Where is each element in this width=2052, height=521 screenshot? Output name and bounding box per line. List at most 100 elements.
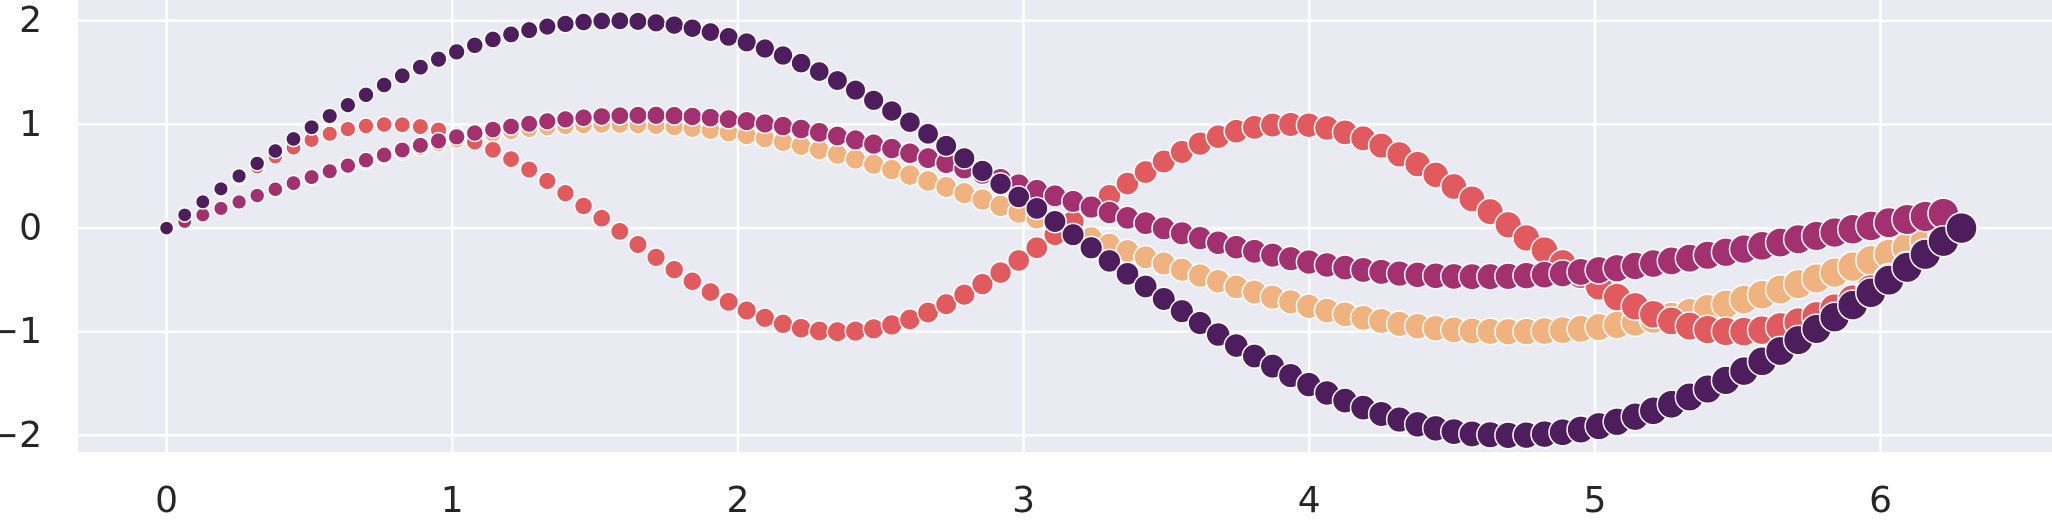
data-point [411, 117, 430, 136]
data-point [844, 320, 867, 343]
data-point [447, 42, 466, 62]
data-point [826, 143, 849, 166]
data-point [736, 31, 758, 53]
data-point [718, 108, 740, 130]
data-point [700, 21, 721, 43]
data-point [682, 271, 703, 292]
data-point [790, 52, 812, 74]
data-point [555, 14, 576, 34]
data-point [483, 30, 503, 49]
data-point [682, 17, 703, 39]
data-point [988, 172, 1013, 196]
data-point [1024, 235, 1049, 260]
y-axis-tick-labels: −2 −1 0 1 2 [0, 0, 42, 456]
data-point [285, 130, 302, 148]
data-point [465, 123, 484, 143]
data-point [501, 149, 521, 169]
data-point [772, 313, 794, 335]
data-point [339, 96, 357, 114]
y-tick-label: 0 [19, 208, 42, 249]
data-point [609, 221, 630, 242]
data-point [772, 115, 794, 137]
data-point [1006, 185, 1031, 209]
data-point [411, 136, 430, 155]
data-point [682, 106, 703, 127]
data-point [483, 140, 503, 160]
data-point [700, 281, 721, 303]
data-point [808, 121, 831, 144]
data-point [862, 317, 885, 340]
data-point [952, 283, 976, 307]
data-point [303, 118, 321, 136]
data-point [826, 69, 849, 92]
data-point [339, 120, 357, 138]
data-point [862, 133, 885, 156]
data-point [880, 99, 903, 123]
data-point [844, 148, 867, 171]
y-tick-label: 1 [19, 104, 42, 145]
data-point [1115, 171, 1140, 196]
data-point [664, 105, 685, 126]
y-tick-label: 2 [19, 0, 42, 41]
data-point [736, 300, 758, 322]
data-point [952, 146, 976, 170]
data-point [1187, 310, 1213, 336]
data-point [357, 151, 375, 169]
data-point [808, 320, 831, 342]
data-point [627, 105, 648, 126]
data-point [375, 115, 393, 134]
data-point [555, 183, 576, 203]
data-point [862, 89, 885, 112]
data-point [267, 142, 284, 160]
data-point [303, 168, 321, 186]
data-point [1151, 286, 1177, 312]
data-point [231, 193, 248, 211]
data-point [1043, 209, 1067, 234]
data-point [1079, 235, 1104, 260]
data-point [411, 58, 430, 77]
data-point [194, 193, 211, 210]
data-point [537, 171, 557, 191]
data-point [375, 76, 393, 94]
data-point [790, 317, 812, 339]
data-point [537, 111, 557, 131]
x-tick-label: 3 [1012, 480, 1035, 521]
data-point [664, 14, 685, 36]
y-tick-label: −1 [0, 311, 42, 352]
x-tick-label: 2 [726, 480, 749, 521]
data-point [609, 105, 630, 126]
data-point [429, 50, 448, 69]
data-point [591, 106, 612, 127]
x-tick-label: 4 [1298, 480, 1321, 521]
data-point [844, 128, 867, 151]
data-point [357, 86, 375, 104]
data-point [808, 60, 831, 83]
data-point [718, 26, 740, 48]
y-tick-label: −2 [0, 415, 42, 456]
data-point [339, 157, 357, 175]
data-point [519, 20, 539, 40]
data-points [158, 10, 1978, 450]
data-point [754, 37, 776, 60]
data-point [176, 207, 193, 223]
data-point [393, 66, 412, 85]
data-point [646, 12, 667, 33]
data-point [1061, 222, 1086, 247]
x-tick-label: 5 [1583, 480, 1606, 521]
data-point [646, 247, 667, 268]
data-point [267, 180, 284, 198]
data-point [1169, 298, 1195, 324]
data-point [1024, 196, 1049, 221]
data-point [537, 17, 557, 37]
data-point [718, 291, 740, 313]
data-point [664, 259, 685, 280]
data-point [970, 159, 995, 183]
data-point [700, 107, 721, 128]
data-point [970, 272, 995, 296]
data-point [898, 110, 922, 134]
data-point [321, 162, 339, 180]
data-point [231, 167, 248, 185]
data-point [519, 114, 539, 134]
x-tick-label: 6 [1869, 480, 1892, 521]
